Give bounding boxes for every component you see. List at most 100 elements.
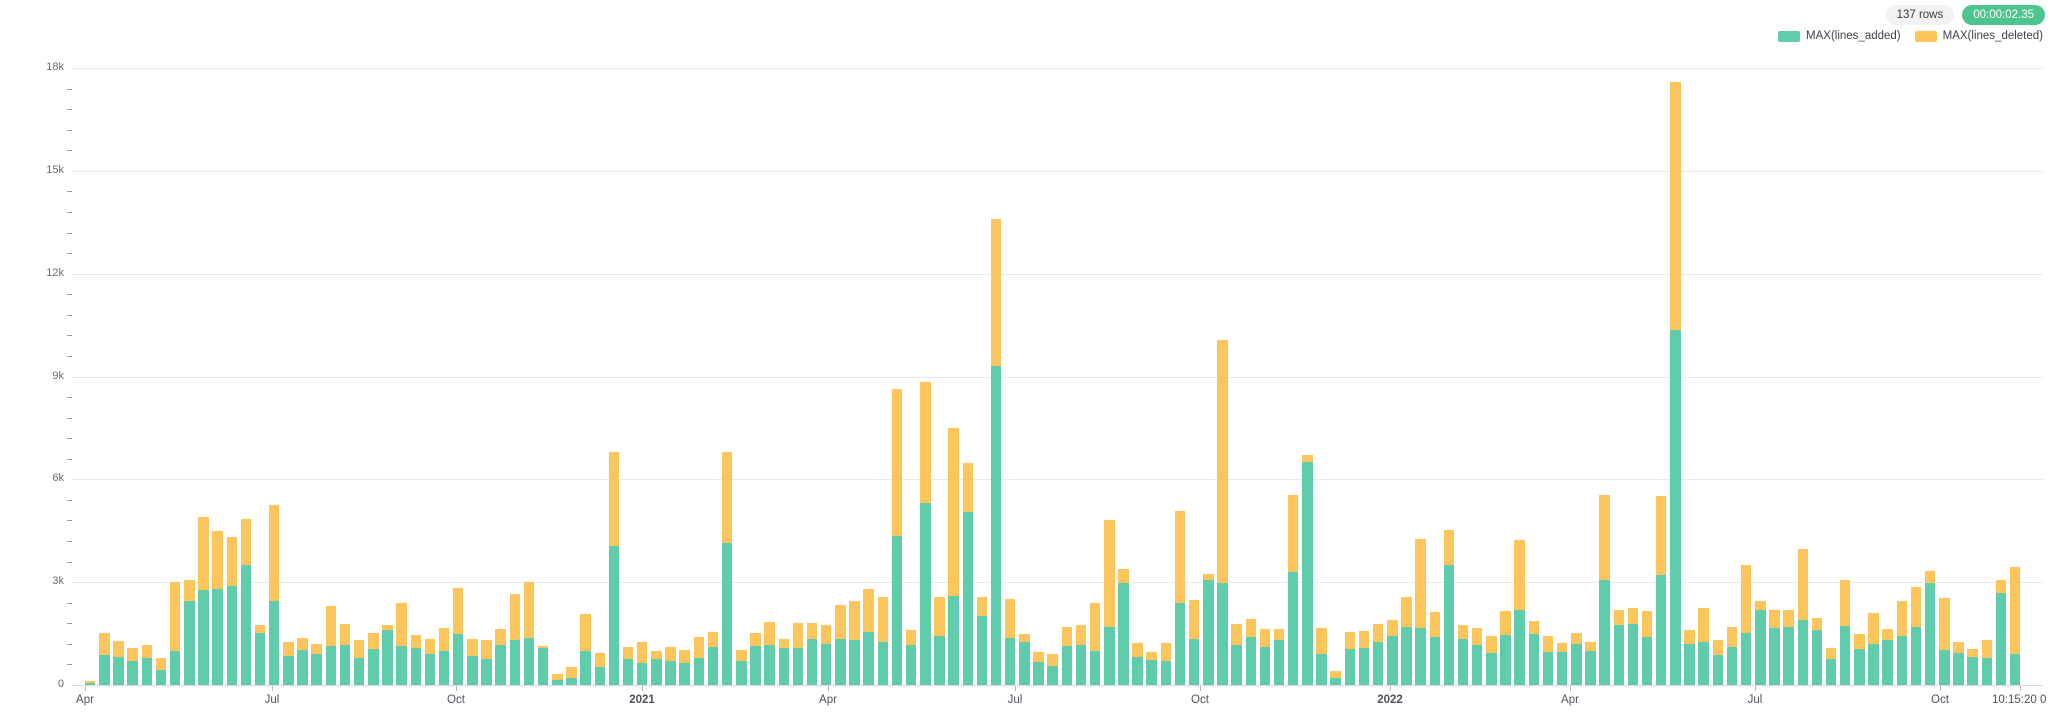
bar-group[interactable] <box>1004 599 1016 685</box>
bar-group[interactable] <box>736 650 747 685</box>
bar-group[interactable] <box>184 580 195 685</box>
bar-group[interactable] <box>1896 601 1908 685</box>
bar-group[interactable] <box>1726 626 1738 685</box>
bar-group[interactable] <box>1797 548 1809 685</box>
bar-group[interactable] <box>1075 625 1087 685</box>
bar-group[interactable] <box>976 597 988 685</box>
bar-group[interactable] <box>835 604 846 685</box>
bar-group[interactable] <box>1514 540 1525 685</box>
bar-group[interactable] <box>990 218 1002 685</box>
bar-group[interactable] <box>1840 580 1851 685</box>
bar-group[interactable] <box>198 517 209 685</box>
bar-group[interactable] <box>1670 81 1681 685</box>
bar-group[interactable] <box>1288 494 1299 685</box>
bar-group[interactable] <box>1882 628 1893 685</box>
bar-group[interactable] <box>948 427 959 685</box>
bar-group[interactable] <box>254 625 266 685</box>
bar-group[interactable] <box>1528 621 1540 685</box>
bar-group[interactable] <box>1443 530 1455 685</box>
bar-group[interactable] <box>368 633 379 685</box>
bar-group[interactable] <box>1061 627 1073 685</box>
bar-group[interactable] <box>481 639 492 685</box>
bar-group[interactable] <box>1457 625 1469 685</box>
bar-group[interactable] <box>1641 610 1653 685</box>
bar-group[interactable] <box>1401 596 1412 685</box>
bar-group[interactable] <box>1245 618 1257 685</box>
bar-group[interactable] <box>792 623 804 685</box>
bar-group[interactable] <box>212 531 223 685</box>
bar-group[interactable] <box>707 632 719 685</box>
bar-group[interactable] <box>226 536 237 685</box>
bar-group[interactable] <box>495 629 506 685</box>
bar-group[interactable] <box>155 657 167 685</box>
bar-group[interactable] <box>665 646 676 685</box>
bar-group[interactable] <box>467 639 478 685</box>
bar-group[interactable] <box>750 633 761 685</box>
bar-group[interactable] <box>509 593 521 685</box>
bar-group[interactable] <box>1967 649 1978 685</box>
bar-group[interactable] <box>863 589 874 685</box>
bar-group[interactable] <box>891 388 903 685</box>
bar-group[interactable] <box>1769 609 1780 685</box>
bar-group[interactable] <box>1556 643 1568 685</box>
bar-group[interactable] <box>396 602 407 685</box>
bar-group[interactable] <box>905 629 917 685</box>
bar-group[interactable] <box>1259 629 1271 685</box>
bar-group[interactable] <box>1627 607 1639 685</box>
bar-group[interactable] <box>1429 611 1441 685</box>
bar-group[interactable] <box>721 451 733 685</box>
bar-group[interactable] <box>594 653 605 685</box>
bar-group[interactable] <box>1585 642 1596 685</box>
bar-group[interactable] <box>240 519 252 685</box>
bar-group[interactable] <box>1047 654 1058 685</box>
bar-group[interactable] <box>85 680 96 685</box>
bar-group[interactable] <box>1118 569 1129 685</box>
bar-group[interactable] <box>1104 520 1115 685</box>
bar-group[interactable] <box>679 650 690 685</box>
bar-group[interactable] <box>141 645 153 685</box>
bar-group[interactable] <box>1033 652 1044 685</box>
bar-group[interactable] <box>283 641 294 685</box>
bar-group[interactable] <box>820 624 832 685</box>
bar-group[interactable] <box>580 614 591 685</box>
bar-group[interactable] <box>1316 628 1327 685</box>
bar-group[interactable] <box>1684 630 1695 685</box>
bar-group[interactable] <box>523 582 535 685</box>
bar-group[interactable] <box>1273 628 1285 685</box>
bar-group[interactable] <box>1203 574 1214 685</box>
bar-group[interactable] <box>1854 633 1865 685</box>
bar-group[interactable] <box>1599 494 1610 685</box>
bar-group[interactable] <box>1302 455 1313 685</box>
bar-group[interactable] <box>1868 613 1879 685</box>
bar-group[interactable] <box>113 641 124 685</box>
bar-group[interactable] <box>339 624 351 685</box>
legend-item-lines-deleted[interactable]: MAX(lines_deleted) <box>1914 30 2043 42</box>
bar-group[interactable] <box>1755 601 1766 685</box>
bar-group[interactable] <box>410 634 421 685</box>
bar-group[interactable] <box>537 645 549 685</box>
bar-group[interactable] <box>311 644 322 685</box>
bar-group[interactable] <box>1953 641 1964 685</box>
bar-group[interactable] <box>1542 636 1554 685</box>
bar-group[interactable] <box>452 588 464 685</box>
bar-group[interactable] <box>127 648 138 685</box>
bar-group[interactable] <box>99 632 110 685</box>
bar-group[interactable] <box>552 674 563 685</box>
bar-group[interactable] <box>353 640 365 685</box>
bar-group[interactable] <box>2009 567 2021 685</box>
bar-group[interactable] <box>1174 510 1186 685</box>
bar-group[interactable] <box>1571 632 1582 685</box>
bar-group[interactable] <box>651 651 662 685</box>
bar-group[interactable] <box>566 666 577 685</box>
bar-group[interactable] <box>693 637 705 685</box>
bar-group[interactable] <box>438 627 450 685</box>
bar-group[interactable] <box>1132 642 1143 685</box>
bar-group[interactable] <box>934 596 945 685</box>
bar-group[interactable] <box>1500 610 1511 685</box>
bar-group[interactable] <box>1372 624 1384 685</box>
bar-group[interactable] <box>849 600 860 685</box>
bar-group[interactable] <box>325 605 337 685</box>
bar-group[interactable] <box>1160 642 1172 685</box>
bar-group[interactable] <box>1486 635 1497 685</box>
bar-group[interactable] <box>1783 609 1794 685</box>
